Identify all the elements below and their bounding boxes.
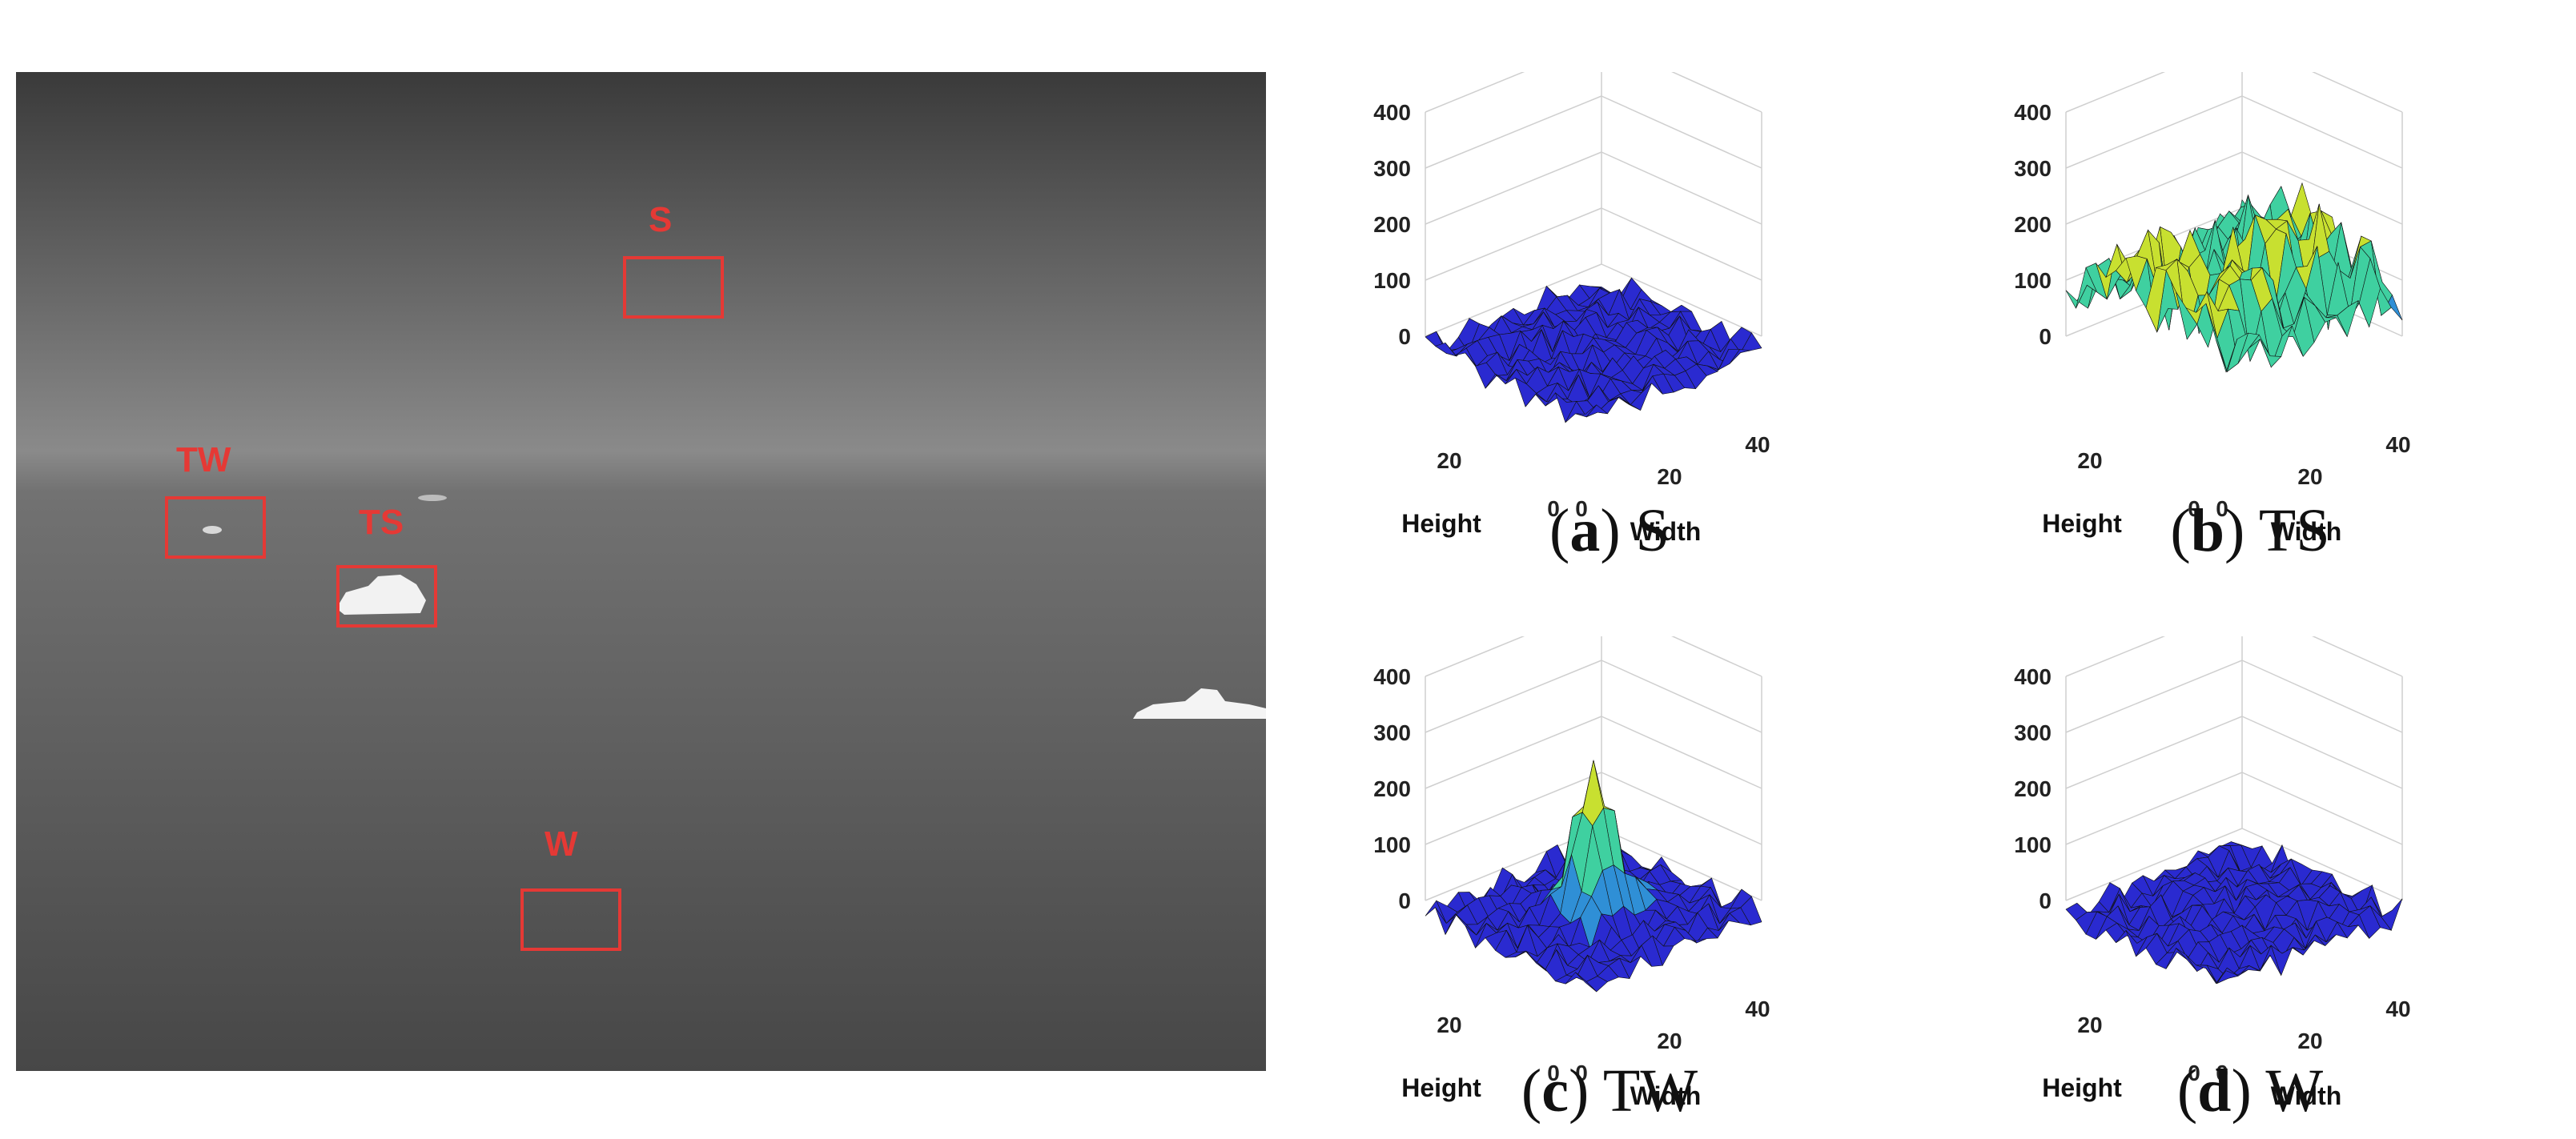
surface-plot-b: 0 100 200 300 400 20 0 0 20 40 Height Width <box>1954 72 2546 552</box>
surface-plot-a: 0 100 200 300 400 20 0 0 20 40 Height Width <box>1313 72 1906 552</box>
width-tick-label: 20 <box>1657 1029 1682 1053</box>
surface-mesh <box>1425 760 1762 993</box>
region-box-ts <box>336 565 437 628</box>
region-label-tw: TW <box>176 440 231 479</box>
height-tick-label: 0 <box>1547 1061 1560 1085</box>
surface-cell <box>1670 304 1693 313</box>
surface-cell <box>1575 972 1597 993</box>
caption-letter: d <box>2197 1057 2232 1125</box>
z-tick-label: 0 <box>2039 888 2052 913</box>
z-tick-label: 200 <box>2014 776 2052 801</box>
sky-sea-background <box>16 72 1266 1071</box>
width-tick-label: 0 <box>2216 496 2228 521</box>
ts-boat <box>336 575 426 615</box>
grid-lines <box>2065 636 2403 901</box>
region-label-ts: TS <box>359 503 404 542</box>
small-boat <box>203 526 222 534</box>
width-tick-label: 40 <box>2385 997 2410 1021</box>
z-tick-label: 0 <box>1398 888 1411 913</box>
height-tick-label: 20 <box>2077 1013 2102 1037</box>
surface-plot-d: 0 100 200 300 400 20 0 0 20 40 Height Width <box>1954 636 2546 1117</box>
caption-letter: b <box>2190 497 2224 564</box>
far-boat <box>418 495 447 501</box>
region-box-w <box>520 888 621 951</box>
width-tick-label: 20 <box>2297 464 2322 489</box>
caption-a: (a) S <box>1549 497 1670 564</box>
surface-cell <box>2216 967 2237 984</box>
width-axis-title: Width <box>2271 517 2342 546</box>
z-tick-label: 300 <box>2014 720 2052 745</box>
z-tick-label: 0 <box>2039 324 2052 349</box>
surface-mesh <box>1425 277 1762 423</box>
surface-mesh <box>2065 841 2403 985</box>
z-tick-label: 0 <box>1398 324 1411 349</box>
height-tick-label: 20 <box>1437 1013 1461 1037</box>
height-tick-label: 20 <box>2077 448 2102 473</box>
height-axis-title: Height <box>1401 509 1481 538</box>
z-tick-label: 300 <box>1373 720 1411 745</box>
caption-d: (d) W <box>2176 1057 2324 1125</box>
width-tick-label: 0 <box>1575 1061 1588 1085</box>
surface-cell <box>2216 339 2238 373</box>
caption-name: S <box>1635 497 1670 564</box>
caption-letter: a <box>1569 497 1601 564</box>
large-boat <box>1133 688 1266 719</box>
caption-name: TW <box>1602 1057 1698 1125</box>
height-axis-title: Height <box>1401 1073 1481 1102</box>
width-tick-label: 40 <box>2385 432 2410 457</box>
surface-plot-c: 0 100 200 300 400 20 0 0 20 40 Height Width <box>1313 636 1906 1117</box>
region-box-tw <box>165 496 266 559</box>
width-tick-label: 20 <box>2297 1029 2322 1053</box>
z-tick-label: 100 <box>2014 268 2052 293</box>
height-tick-label: 0 <box>1547 496 1560 521</box>
height-axis-title: Height <box>2042 1073 2122 1102</box>
width-tick-label: 40 <box>1745 432 1770 457</box>
height-axis-title: Height <box>2042 509 2122 538</box>
grid-lines <box>1425 636 1762 901</box>
grid-lines <box>1425 72 1762 337</box>
z-tick-label: 200 <box>2014 212 2052 237</box>
region-box-s <box>623 256 724 319</box>
caption-name: W <box>2265 1057 2324 1125</box>
z-tick-label: 100 <box>2014 832 2052 857</box>
region-label-w: W <box>545 824 578 864</box>
z-tick-label: 400 <box>2014 664 2052 689</box>
region-label-s: S <box>649 200 673 239</box>
width-tick-label: 0 <box>1575 496 1588 521</box>
z-tick-label: 400 <box>2014 100 2052 125</box>
infrared-image: S TW TS W <box>16 72 1266 1071</box>
z-tick-label: 200 <box>1373 776 1411 801</box>
width-tick-label: 0 <box>2216 1061 2228 1085</box>
z-tick-label: 300 <box>2014 156 2052 181</box>
z-tick-label: 300 <box>1373 156 1411 181</box>
z-tick-label: 100 <box>1373 268 1411 293</box>
infrared-scene <box>16 72 1266 1071</box>
width-tick-label: 40 <box>1745 997 1770 1021</box>
surface-cell <box>1575 404 1597 418</box>
z-tick-label: 400 <box>1373 664 1411 689</box>
height-tick-label: 20 <box>1437 448 1461 473</box>
height-tick-label: 0 <box>2188 1061 2200 1085</box>
caption-name: TS <box>2258 497 2330 564</box>
height-tick-label: 0 <box>2188 496 2200 521</box>
surface-mesh <box>2065 182 2403 373</box>
width-axis-title: Width <box>1630 1081 1702 1110</box>
caption-c: (c) TW <box>1521 1057 1698 1125</box>
z-tick-label: 400 <box>1373 100 1411 125</box>
z-tick-label: 200 <box>1373 212 1411 237</box>
z-tick-label: 100 <box>1373 832 1411 857</box>
caption-letter: c <box>1541 1057 1569 1125</box>
width-axis-title: Width <box>1630 517 1702 546</box>
width-tick-label: 20 <box>1657 464 1682 489</box>
width-axis-title: Width <box>2271 1081 2342 1110</box>
caption-b: (b) TS <box>2170 497 2330 564</box>
